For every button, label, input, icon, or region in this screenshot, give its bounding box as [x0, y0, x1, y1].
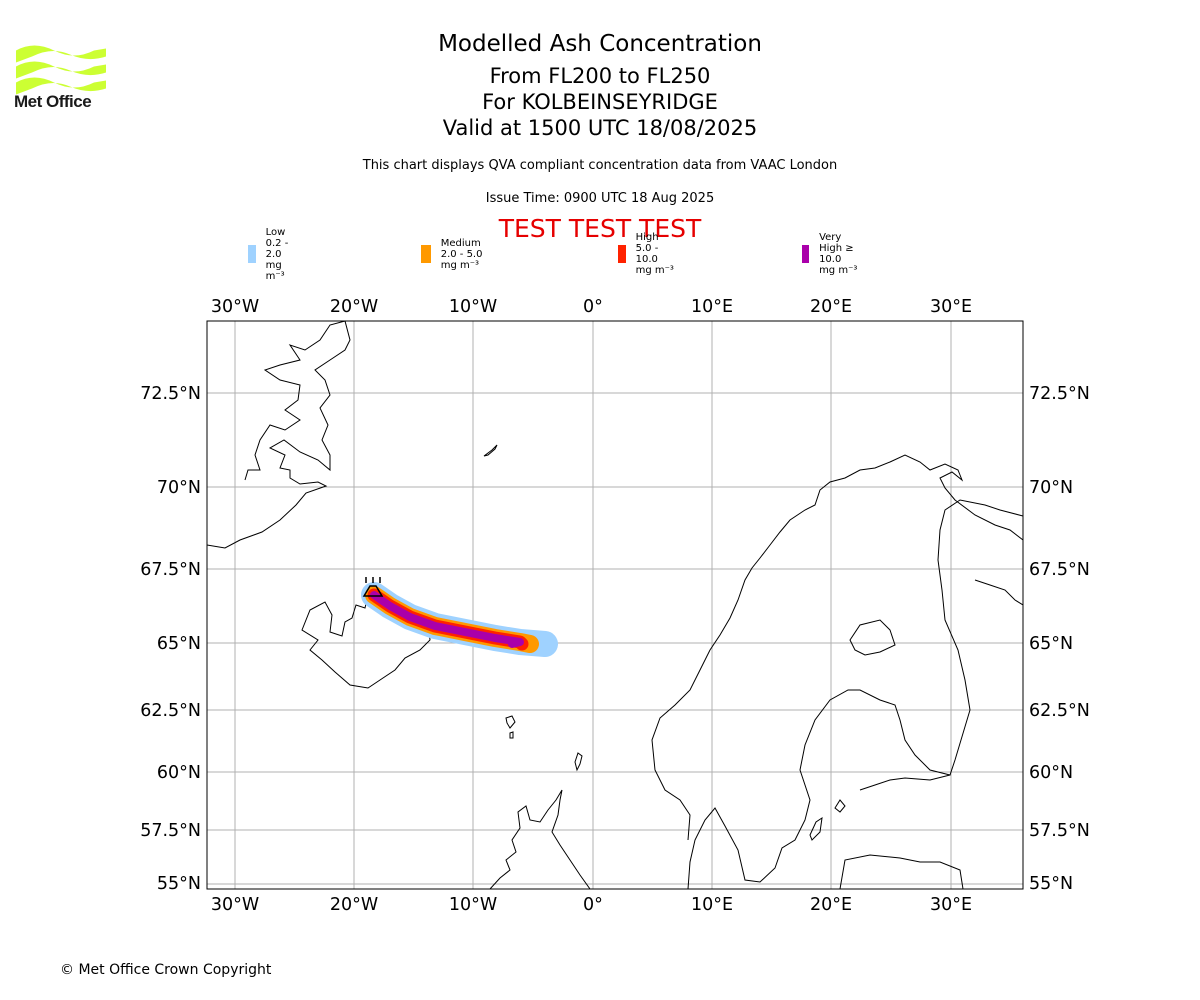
lat-label-left-67-5: 67.5°N: [140, 560, 201, 580]
legend-swatch-low: [248, 245, 256, 263]
lat-label-left-70: 70°N: [157, 478, 201, 498]
legend-label-very-high: Very High ≥ 10.0 mg m⁻³: [819, 232, 858, 276]
lon-label-bottom-30e: 30°E: [930, 895, 972, 915]
chart-subtitle: This chart displays QVA compliant concen…: [362, 158, 838, 173]
copyright-notice: © Met Office Crown Copyright: [60, 962, 272, 978]
legend-label-high: High 5.0 - 10.0 mg m⁻³: [635, 232, 674, 276]
lon-label-top-20e: 20°E: [810, 297, 852, 317]
right-latitude-labels: 72.5°N 70°N 67.5°N 65°N 62.5°N 60°N 57.5…: [1029, 384, 1090, 894]
lat-label-right-72-5: 72.5°N: [1029, 384, 1090, 404]
lon-label-bottom-20e: 20°E: [810, 895, 852, 915]
lon-label-bottom-10w: 10°W: [449, 895, 497, 915]
lat-label-right-55: 55°N: [1029, 874, 1073, 894]
legend-item-medium: Medium 2.0 - 5.0 mg m⁻³: [421, 238, 494, 271]
lat-label-right-65: 65°N: [1029, 634, 1073, 654]
lon-label-top-10e: 10°E: [691, 297, 733, 317]
lat-label-left-62-5: 62.5°N: [140, 701, 201, 721]
greenland-coastline: [207, 321, 351, 549]
legend-label-medium: Medium 2.0 - 5.0 mg m⁻³: [440, 237, 483, 271]
chart-title: Modelled Ash Concentration: [438, 31, 762, 57]
lat-label-left-60: 60°N: [157, 763, 201, 783]
top-longitude-labels: 30°W 20°W 10°W 0° 10°E 20°E 30°E: [211, 297, 972, 317]
volcano-marker-icon: [362, 577, 384, 597]
legend-swatch-very-high: [802, 245, 810, 263]
lon-label-bottom-30w: 30°W: [211, 895, 259, 915]
ash-plume: [361, 582, 558, 657]
map-gridlines: [207, 321, 1023, 889]
lon-label-bottom-10e: 10°E: [691, 895, 733, 915]
scandinavia-coastline: [651, 454, 1023, 889]
bottom-longitude-labels: 30°W 20°W 10°W 0° 10°E 20°E 30°E: [211, 895, 972, 915]
test-banner: TEST TEST TEST: [498, 214, 702, 243]
finland-coastline: [839, 619, 964, 889]
lat-label-right-60: 60°N: [1029, 763, 1073, 783]
flight-level-range: From FL200 to FL250: [489, 64, 711, 88]
baltic-islands-coastline: [809, 799, 846, 841]
legend-label-low: Low 0.2 - 2.0 mg m⁻³: [265, 226, 289, 282]
lon-label-top-10w: 10°W: [449, 297, 497, 317]
lon-label-top-0: 0°: [583, 297, 603, 317]
legend-swatch-high: [618, 245, 626, 263]
lat-label-right-57-5: 57.5°N: [1029, 821, 1090, 841]
legend-item-low: Low 0.2 - 2.0 mg m⁻³: [248, 227, 301, 282]
kola-coastline: [974, 579, 1023, 606]
scotland-coastline: [489, 789, 591, 889]
lon-label-bottom-0: 0°: [583, 895, 603, 915]
lat-label-right-70: 70°N: [1029, 478, 1073, 498]
lat-label-left-55: 55°N: [157, 874, 201, 894]
lon-label-top-20w: 20°W: [330, 297, 378, 317]
valid-time: Valid at 1500 UTC 18/08/2025: [442, 116, 758, 140]
volcano-name: For KOLBEINSEYRIDGE: [482, 90, 718, 114]
met-office-logo-text: Met Office: [14, 92, 92, 111]
shetland-coastline: [574, 752, 583, 772]
lat-label-right-62-5: 62.5°N: [1029, 701, 1090, 721]
lat-label-left-65: 65°N: [157, 634, 201, 654]
ash-band-very-high: [370, 591, 524, 648]
faroe-coastline: [505, 715, 516, 739]
lat-label-right-67-5: 67.5°N: [1029, 560, 1090, 580]
legend-swatch-medium: [421, 245, 431, 263]
lon-label-top-30w: 30°W: [211, 297, 259, 317]
lat-label-left-72-5: 72.5°N: [140, 384, 201, 404]
jan-mayen-coastline: [483, 444, 498, 457]
legend-item-high: High 5.0 - 10.0 mg m⁻³: [618, 232, 674, 276]
lon-label-top-30e: 30°E: [930, 297, 972, 317]
left-latitude-labels: 72.5°N 70°N 67.5°N 65°N 62.5°N 60°N 57.5…: [140, 384, 201, 894]
lat-label-left-57-5: 57.5°N: [140, 821, 201, 841]
map-frame: [206, 320, 1024, 890]
lon-label-bottom-20w: 20°W: [330, 895, 378, 915]
met-office-logo: [16, 45, 106, 95]
legend-item-very-high: Very High ≥ 10.0 mg m⁻³: [802, 232, 858, 276]
issue-time: Issue Time: 0900 UTC 18 Aug 2025: [485, 191, 715, 206]
